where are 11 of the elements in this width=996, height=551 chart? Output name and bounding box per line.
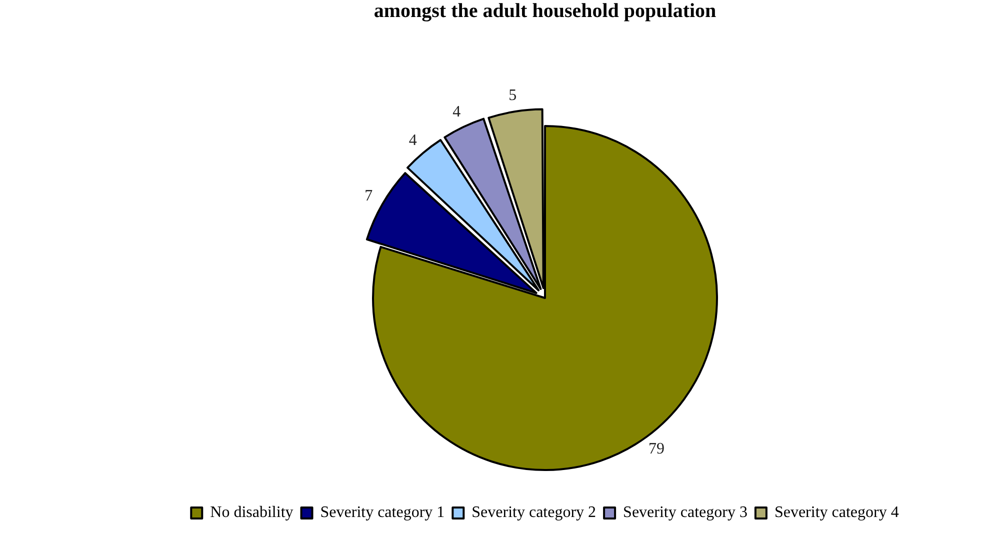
legend-label: No disability	[210, 504, 294, 522]
data-label: 7	[364, 187, 373, 204]
data-label: 4	[408, 132, 417, 149]
legend-label: Severity category 3	[623, 504, 748, 522]
legend-label: Severity category 1	[320, 504, 445, 522]
legend-label: Severity category 2	[472, 504, 596, 522]
chart-title: amongst the adult household population	[374, 0, 716, 22]
legend-label: Severity category 4	[774, 504, 899, 522]
data-label: 4	[452, 104, 461, 121]
data-label: 79	[648, 440, 664, 458]
data-label: 5	[508, 86, 517, 104]
